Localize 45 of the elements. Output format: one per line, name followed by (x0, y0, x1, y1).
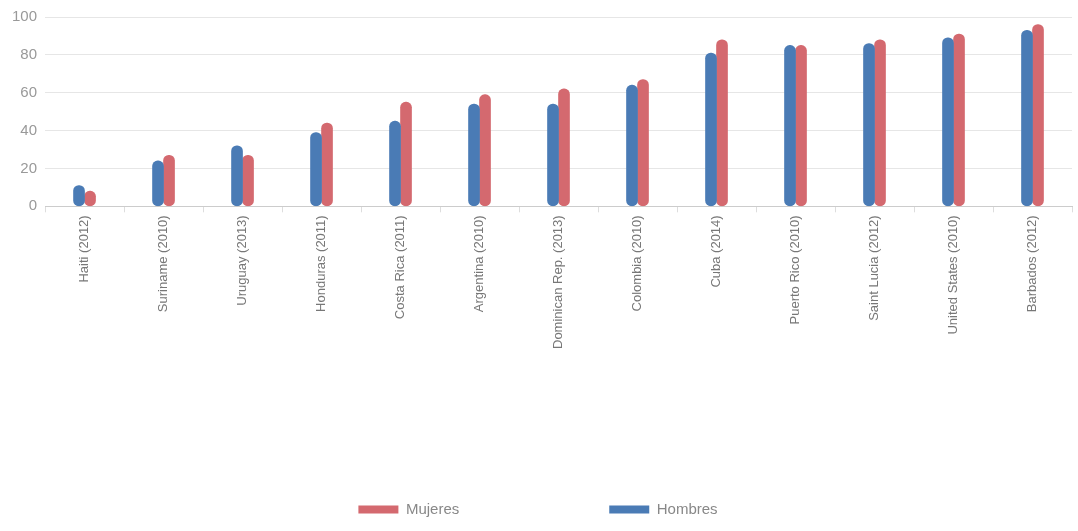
bar (152, 160, 164, 207)
x-tick-label: Haiti (2012) (76, 215, 92, 283)
bar (637, 79, 649, 207)
legend-label: Hombres (656, 499, 718, 517)
x-tick-label: Colombia (2010) (629, 215, 645, 312)
x-tick-label: Costa Rica (2011) (392, 215, 408, 320)
bar (468, 103, 480, 207)
legend-label: Mujeres (405, 499, 460, 517)
bar (547, 103, 559, 207)
bar (400, 101, 412, 207)
bar (1021, 29, 1033, 207)
x-tick-label: Barbados (2012) (1024, 215, 1040, 313)
y-tick-label: 100 (12, 7, 38, 25)
bar (705, 52, 717, 207)
bar (942, 37, 954, 207)
bar (1032, 24, 1044, 207)
x-tick-label: Puerto Rico (2010) (787, 215, 803, 325)
bar (863, 43, 875, 207)
y-tick-label: 40 (20, 120, 38, 138)
x-tick-label: Cuba (2014) (708, 215, 724, 288)
bar (321, 122, 333, 207)
x-tick-label: United States (2010) (945, 215, 961, 335)
bar (716, 39, 728, 207)
bar (626, 84, 638, 207)
bar (953, 33, 965, 207)
bar (242, 154, 254, 207)
bar (479, 94, 491, 207)
y-tick-label: 60 (20, 82, 38, 100)
x-tick-label: Honduras (2011) (313, 215, 329, 312)
x-tick-label: Argentina (2010) (471, 215, 487, 313)
bar (784, 45, 796, 207)
bar (795, 45, 807, 207)
bar (231, 145, 243, 207)
bar (874, 39, 886, 207)
y-tick-label: 0 (28, 196, 38, 214)
bar (163, 154, 175, 207)
x-tick-label: Saint Lucia (2012) (866, 215, 882, 321)
y-tick-label: 80 (20, 45, 38, 63)
bar (389, 120, 401, 207)
bar (558, 88, 570, 207)
y-tick-label: 20 (20, 158, 38, 176)
x-tick-label: Uruguay (2013) (234, 215, 250, 306)
x-tick-label: Suriname (2010) (155, 215, 171, 313)
bar (310, 132, 322, 207)
x-tick-label: Dominican Rep. (2013) (550, 215, 566, 350)
